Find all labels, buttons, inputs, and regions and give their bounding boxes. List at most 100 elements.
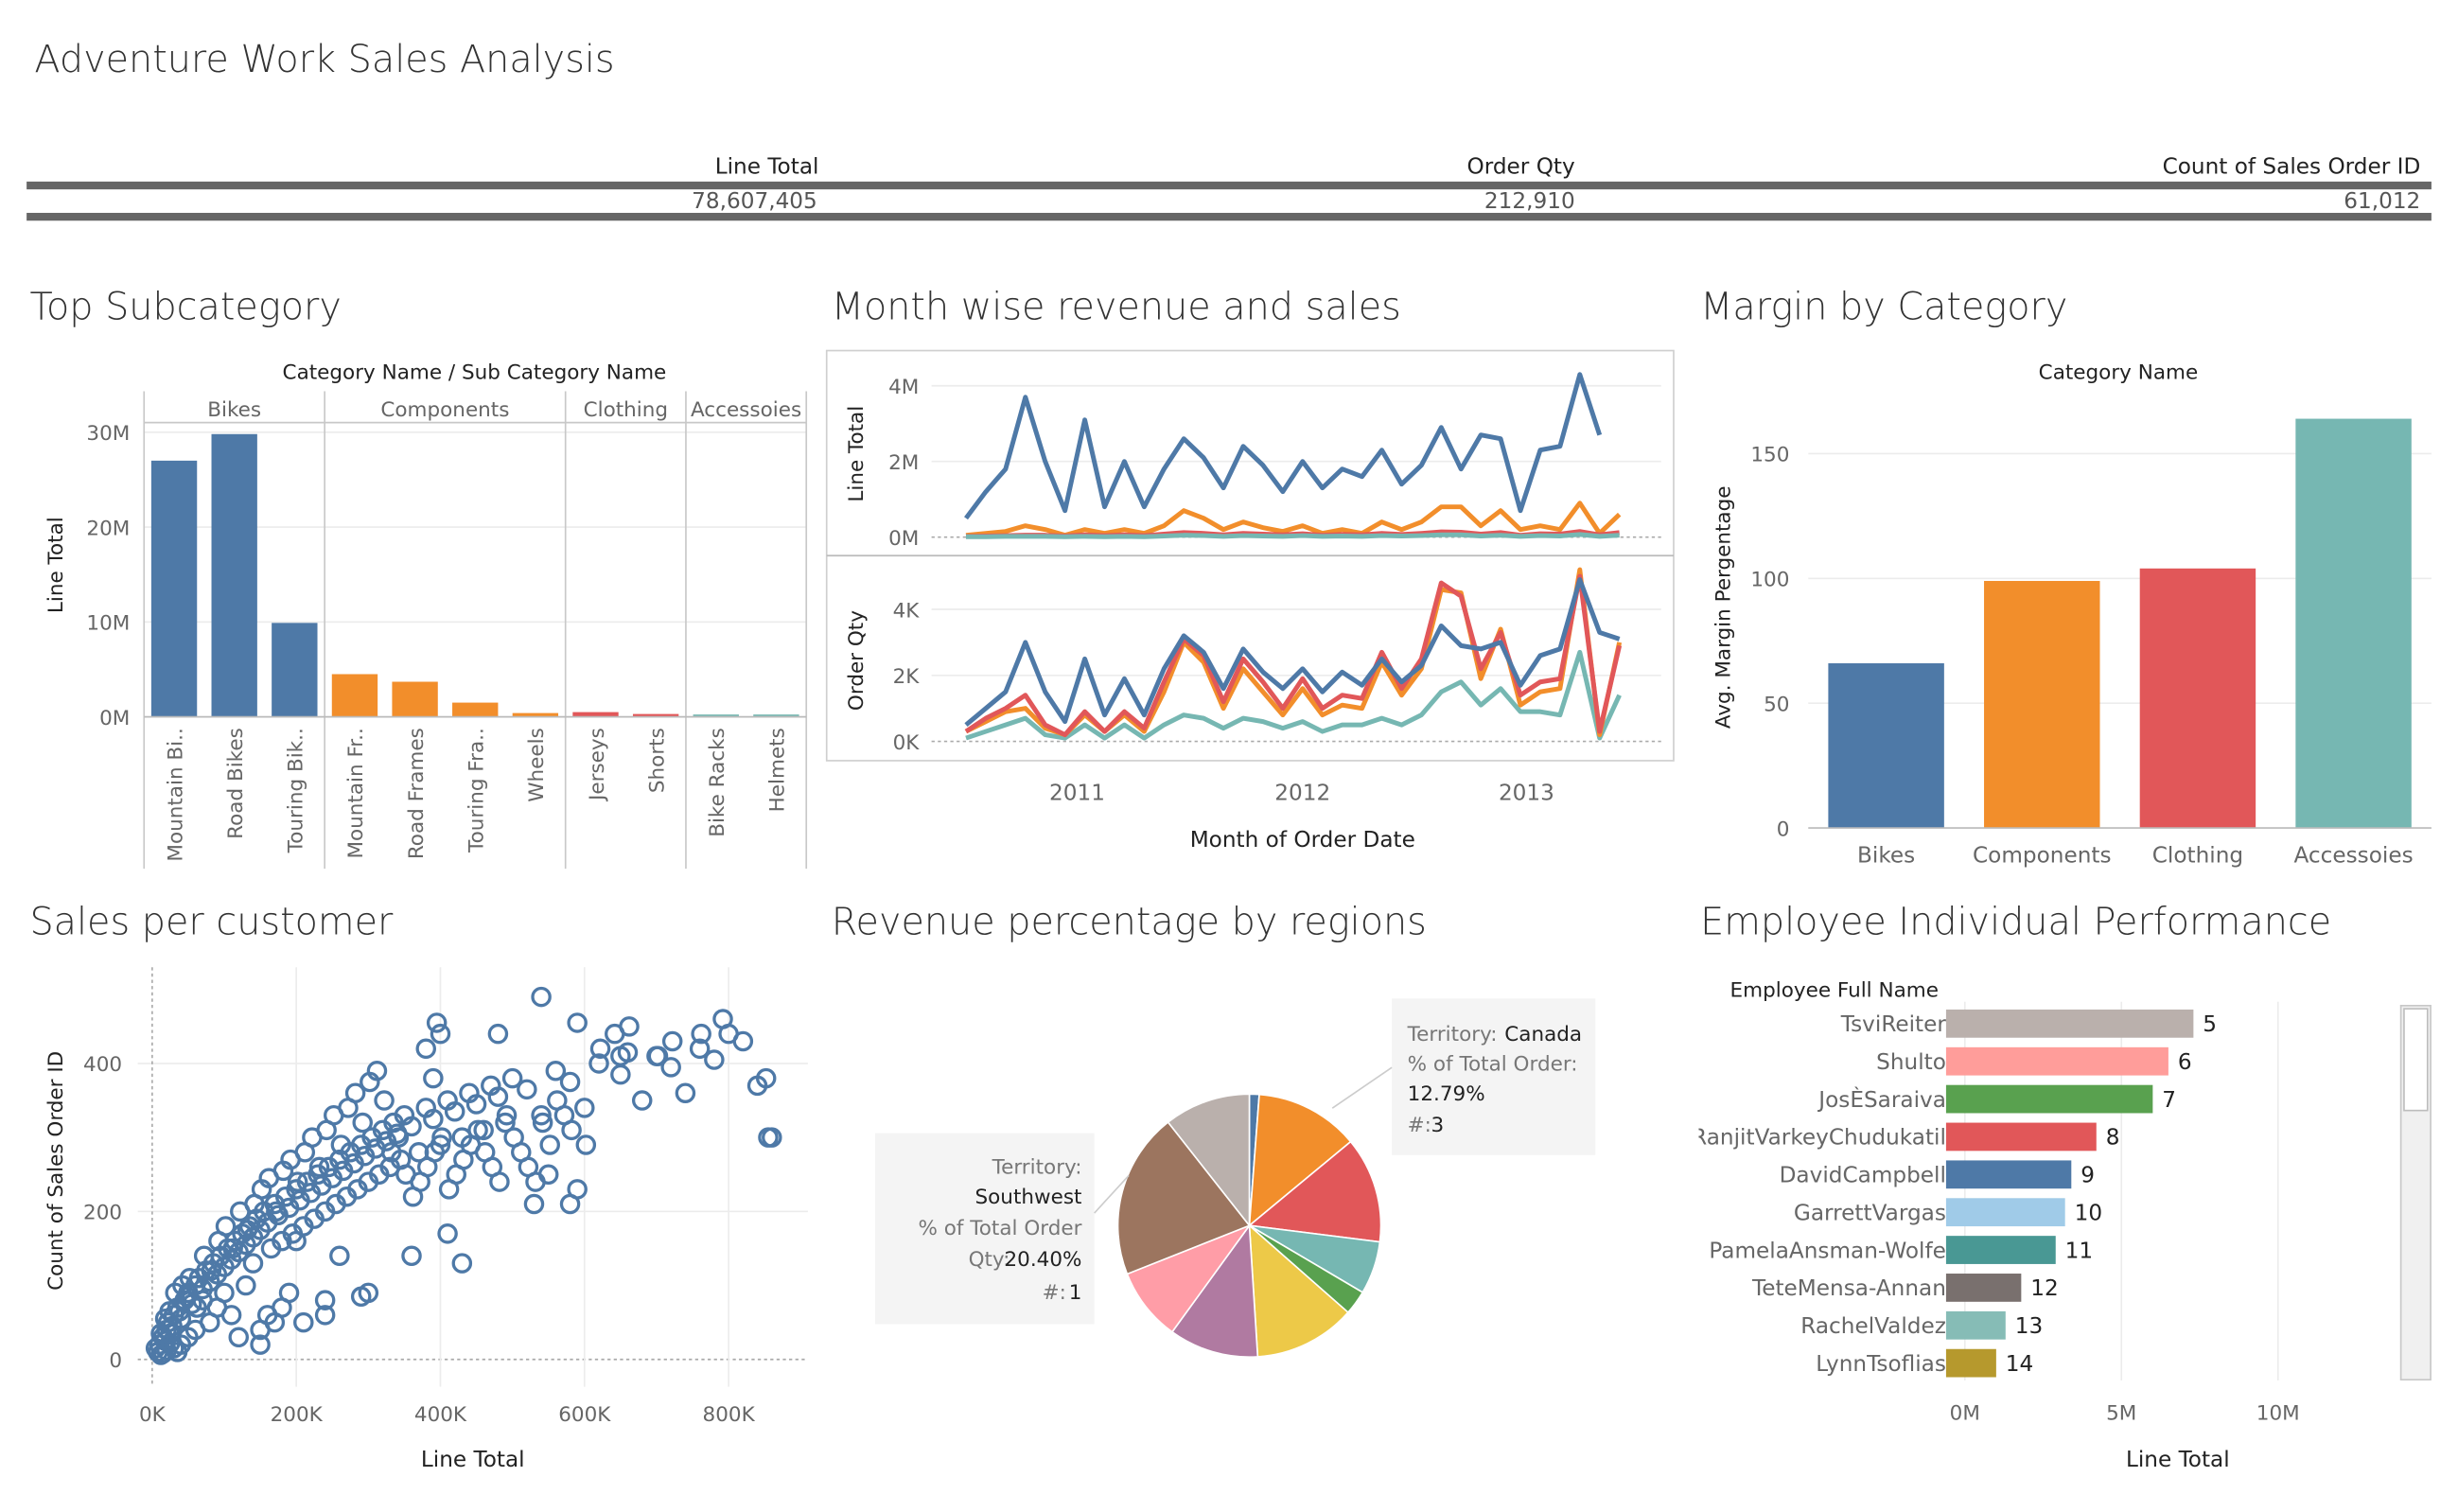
scatter-point xyxy=(352,1112,373,1134)
scatter-point xyxy=(159,1301,180,1322)
scatter-y-tick: 0 xyxy=(109,1349,122,1373)
month-x-tick: 2011 xyxy=(1049,781,1105,805)
scatter-point xyxy=(423,1108,444,1130)
scatter-point xyxy=(691,1023,711,1045)
subcat-group-label: Components xyxy=(380,398,509,422)
subcat-bar xyxy=(150,460,198,717)
scatter-point xyxy=(539,1134,560,1155)
scatter-point xyxy=(431,1127,452,1148)
scatter-y-axis-label: Count of Sales Order ID xyxy=(44,1051,68,1291)
employee-bar xyxy=(1945,1348,1996,1378)
scatter-point xyxy=(619,1016,640,1037)
scatter-point xyxy=(186,1297,207,1318)
employee-rank-label: 5 xyxy=(2203,1012,2217,1037)
subcat-x-tick: Helmets xyxy=(766,728,790,812)
scatter-point xyxy=(215,1216,237,1237)
kpi-divider-bottom xyxy=(26,212,2432,221)
employee-rank-label: 12 xyxy=(2030,1276,2058,1301)
margin-header: Category Name xyxy=(2039,360,2199,384)
margin-y-tick: 0 xyxy=(1777,818,1790,841)
revenue-regions-title: Revenue percentage by regions xyxy=(831,900,1427,944)
subcat-y-tick: 0M xyxy=(99,707,130,730)
scatter-point xyxy=(501,1067,523,1089)
scatter-point xyxy=(755,1067,777,1089)
employee-chart: Employee Full Name 0M 5M 10M Line Total TsviR… xyxy=(1698,979,2300,1472)
pie-slice xyxy=(1248,1223,1350,1358)
pie-slice xyxy=(1170,1222,1259,1359)
margin-bar xyxy=(1828,663,1944,829)
employee-x-tick: 0M xyxy=(1950,1401,1980,1425)
subcat-y-tick: 10M xyxy=(86,612,130,636)
tooltip-southwest-pct-label: % of Total Order xyxy=(918,1217,1081,1240)
subcat-header: Category Name / Sub Category Name xyxy=(283,360,667,384)
month-series-line xyxy=(965,501,1622,538)
month-series-line xyxy=(966,532,1620,539)
employee-name: GarrettVargas xyxy=(1794,1201,1946,1225)
subcat-x-tick: Road Frames xyxy=(405,728,429,859)
scatter-point xyxy=(617,1042,639,1063)
scatter-point xyxy=(545,1061,567,1081)
scatter-point xyxy=(517,1079,537,1100)
scatter-point xyxy=(430,1023,451,1045)
month-series-line xyxy=(965,649,1622,741)
employee-rank-label: 7 xyxy=(2162,1088,2176,1113)
scatter-point xyxy=(344,1082,366,1103)
employee-name: LynnTsoflias xyxy=(1816,1352,1946,1377)
month-x-tick: 2013 xyxy=(1499,781,1554,805)
subcat-x-tick: Road Bikes xyxy=(224,728,248,839)
scatter-point xyxy=(451,1253,473,1274)
scatter-point xyxy=(567,1012,588,1033)
employee-x-tick: 10M xyxy=(2256,1401,2300,1425)
subcat-y-tick: 30M xyxy=(86,422,130,446)
employee-name: TeteMensa-Annan xyxy=(1751,1276,1946,1301)
sales-per-customer-title: Sales per customer xyxy=(29,900,394,944)
scatter-point xyxy=(588,1053,609,1074)
employee-header: Employee Full Name xyxy=(1730,979,1939,1003)
scatter-y-tick: 400 xyxy=(83,1053,122,1077)
month-y-tick: 4K xyxy=(893,599,921,623)
subcat-bar xyxy=(512,712,559,717)
scatter-point xyxy=(532,1112,553,1134)
scatter-point xyxy=(531,1104,552,1126)
employee-rank-label: 14 xyxy=(2006,1352,2033,1377)
scatter-point xyxy=(401,1116,422,1137)
subcat-bar xyxy=(392,681,438,717)
kpi-line-total-label: Line Total xyxy=(714,154,819,181)
month-y-tick: 0M xyxy=(888,527,919,551)
employee-name: RanjitVarkeyChudukatil xyxy=(1698,1126,1945,1151)
margin-x-tick: Bikes xyxy=(1857,843,1915,868)
employee-scrollbar-thumb[interactable] xyxy=(2403,1008,2429,1112)
month-series-line xyxy=(964,372,1603,520)
month-y-tick: 4M xyxy=(888,376,919,399)
month-x-axis-label: Month of Order Date xyxy=(1190,828,1415,853)
tooltip-southwest-pct: 20.40% xyxy=(1004,1248,1081,1272)
scatter-point xyxy=(465,1094,487,1115)
kpi-line-total-value: 78,607,405 xyxy=(692,189,817,215)
dashboard-title: Adventure Work Sales Analysis xyxy=(34,37,615,82)
scatter-point xyxy=(237,1220,258,1240)
tooltip-southwest-rank-label: #: xyxy=(1043,1281,1066,1305)
scatter-point xyxy=(561,1119,582,1141)
employee-bar xyxy=(1945,1236,2056,1264)
scatter-point xyxy=(426,1012,448,1033)
scatter-point xyxy=(732,1030,754,1052)
scatter-y-tick: 200 xyxy=(83,1202,122,1225)
subcat-bar xyxy=(572,712,619,717)
scatter-point xyxy=(250,1334,271,1355)
margin-y-tick: 150 xyxy=(1750,444,1789,467)
employee-title: Employee Individual Performance xyxy=(1700,900,2332,944)
month-x-tick: 2012 xyxy=(1274,781,1330,805)
employee-rank-label: 6 xyxy=(2178,1050,2192,1075)
subcat-bar xyxy=(211,433,257,717)
employee-name: TsviReiter xyxy=(1840,1012,1947,1037)
scatter-point xyxy=(495,1112,516,1134)
tooltip-canada-territory: Canada xyxy=(1504,1023,1582,1046)
kpi-count-label: Count of Sales Order ID xyxy=(2162,154,2421,181)
employee-scrollbar[interactable] xyxy=(2399,1004,2432,1381)
scatter-point xyxy=(704,1049,725,1070)
scatter-point xyxy=(631,1090,653,1111)
scatter-point xyxy=(329,1245,350,1267)
scatter-point xyxy=(401,1245,422,1267)
scatter-point xyxy=(266,1201,287,1222)
